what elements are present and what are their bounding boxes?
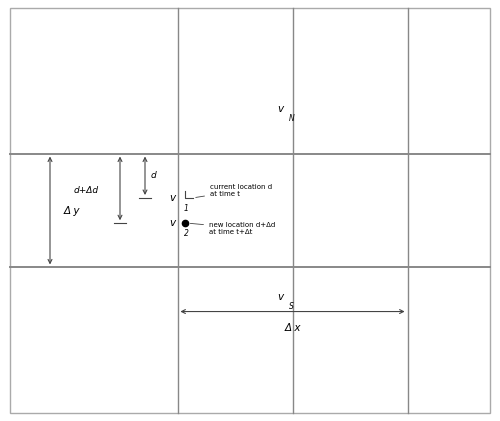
Text: d+Δd: d+Δd <box>74 186 99 195</box>
Text: v: v <box>169 193 175 203</box>
Text: current location d
at time t: current location d at time t <box>196 184 272 197</box>
Text: Δ x: Δ x <box>284 322 301 333</box>
Text: Δ y: Δ y <box>64 205 80 216</box>
Text: 1: 1 <box>184 204 188 213</box>
Text: d: d <box>151 171 157 180</box>
Text: 2: 2 <box>184 229 188 238</box>
Text: new location d+Δd
at time t+Δt: new location d+Δd at time t+Δt <box>190 222 275 234</box>
Text: S: S <box>288 301 294 311</box>
Text: N: N <box>288 114 294 123</box>
Text: v: v <box>169 218 175 228</box>
Text: v: v <box>278 292 283 302</box>
Text: v: v <box>278 104 283 115</box>
